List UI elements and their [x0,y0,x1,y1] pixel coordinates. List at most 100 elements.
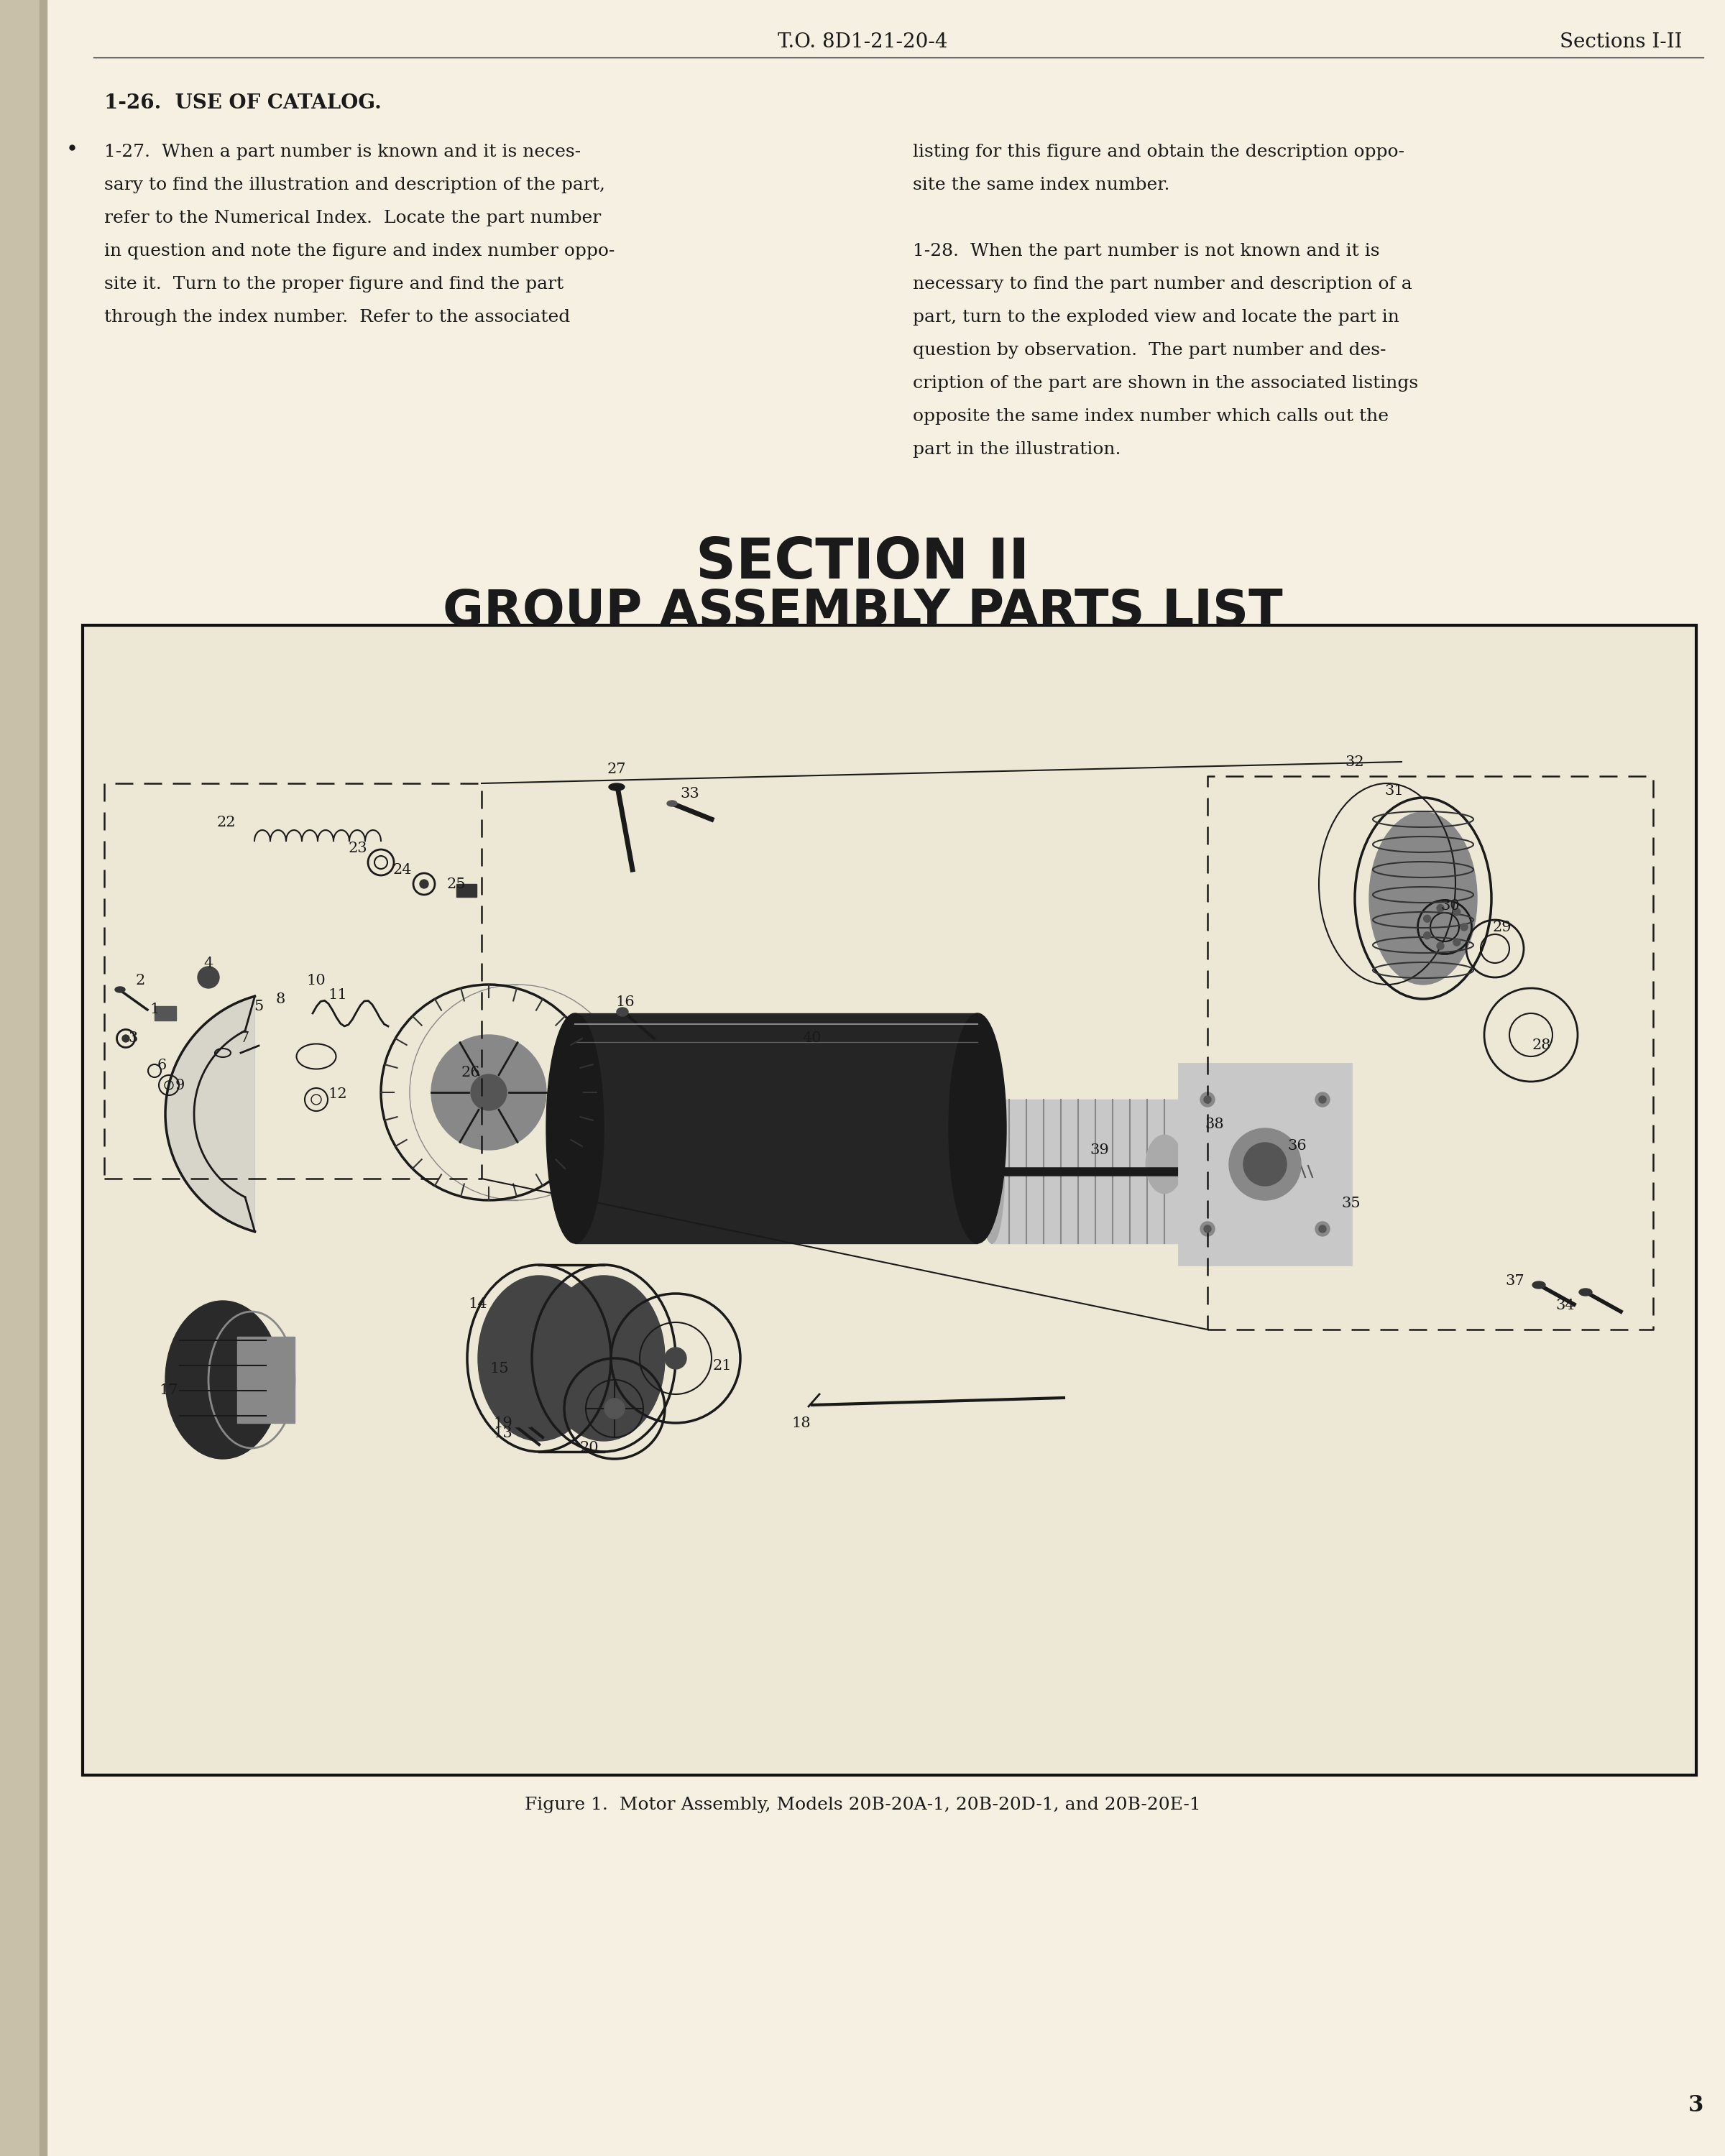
Ellipse shape [1316,1222,1330,1235]
Ellipse shape [1437,942,1444,949]
Bar [238,1337,295,1423]
Ellipse shape [949,1013,1006,1244]
Text: 40: 40 [802,1033,821,1046]
Bar [40,0,47,2156]
Bar [574,1013,978,1244]
Ellipse shape [1209,1100,1235,1244]
Ellipse shape [1370,813,1477,985]
Text: 34: 34 [1556,1298,1575,1313]
Text: 2: 2 [135,975,145,987]
Bar [992,1100,1221,1244]
Ellipse shape [1423,914,1430,923]
Ellipse shape [518,1419,528,1425]
Ellipse shape [1147,1136,1182,1192]
Text: 1-26.  USE OF CATALOG.: 1-26. USE OF CATALOG. [104,93,381,112]
Text: 3: 3 [128,1033,138,1046]
Text: Sections I-II: Sections I-II [1559,32,1682,52]
Text: necessary to find the part number and description of a: necessary to find the part number and de… [913,276,1413,293]
Text: 18: 18 [792,1416,811,1429]
Text: 8: 8 [276,992,285,1005]
Text: 23: 23 [348,841,367,856]
Text: 9: 9 [174,1078,185,1091]
Text: 21: 21 [712,1358,731,1373]
Text: 20: 20 [580,1442,599,1455]
Ellipse shape [1437,906,1444,912]
Text: 15: 15 [490,1363,509,1376]
Text: 22: 22 [217,817,236,830]
Text: 24: 24 [393,862,412,875]
Bar [83,625,1696,1774]
Text: 7: 7 [240,1033,248,1046]
Text: site the same index number.: site the same index number. [913,177,1170,194]
Ellipse shape [198,966,219,987]
Text: 33: 33 [680,787,700,802]
Text: 14: 14 [469,1298,488,1311]
Text: 31: 31 [1385,785,1404,798]
Text: 32: 32 [1346,755,1364,770]
Ellipse shape [419,880,428,888]
Text: 28: 28 [1532,1039,1551,1052]
Text: 10: 10 [307,975,326,987]
Ellipse shape [664,1348,687,1369]
Ellipse shape [1452,938,1461,946]
Ellipse shape [1201,1222,1214,1235]
Ellipse shape [1320,1225,1327,1233]
Ellipse shape [431,1035,547,1149]
Text: 4: 4 [204,957,214,970]
Text: 26: 26 [461,1065,480,1078]
Text: 16: 16 [616,996,635,1009]
Text: 19: 19 [493,1416,512,1429]
Text: 37: 37 [1506,1274,1525,1287]
Text: 13: 13 [493,1427,512,1440]
Text: listing for this figure and obtain the description oppo-: listing for this figure and obtain the d… [913,144,1404,160]
Text: 25: 25 [447,877,466,890]
Text: site it.  Turn to the proper figure and find the part: site it. Turn to the proper figure and f… [104,276,564,293]
Ellipse shape [604,1399,624,1419]
Text: 5: 5 [254,1000,264,1013]
Text: GROUP ASSEMBLY PARTS LIST: GROUP ASSEMBLY PARTS LIST [443,586,1282,636]
Ellipse shape [543,1276,664,1440]
Text: SECTION II: SECTION II [695,535,1030,591]
Text: 1-28.  When the part number is not known and it is: 1-28. When the part number is not known … [913,244,1380,259]
Text: 30: 30 [1440,899,1459,912]
Ellipse shape [116,987,126,992]
Text: 38: 38 [1206,1117,1225,1132]
Bar [155,1007,176,1020]
Ellipse shape [1461,923,1468,931]
Ellipse shape [1244,1143,1287,1186]
Text: 17: 17 [159,1384,178,1397]
Ellipse shape [618,1007,628,1015]
Text: question by observation.  The part number and des-: question by observation. The part number… [913,343,1387,358]
Ellipse shape [980,1100,1004,1244]
Text: opposite the same index number which calls out the: opposite the same index number which cal… [913,407,1389,425]
Ellipse shape [668,800,676,806]
Text: through the index number.  Refer to the associated: through the index number. Refer to the a… [104,308,571,326]
Bar [0,0,40,2156]
Ellipse shape [1316,1093,1330,1106]
Text: Figure 1.  Motor Assembly, Models 20B-20A-1, 20B-20D-1, and 20B-20E-1: Figure 1. Motor Assembly, Models 20B-20A… [524,1796,1201,1813]
Ellipse shape [547,1013,604,1244]
Polygon shape [166,996,255,1231]
Text: 36: 36 [1289,1138,1308,1153]
Ellipse shape [122,1035,129,1041]
Text: cription of the part are shown in the associated listings: cription of the part are shown in the as… [913,375,1418,392]
Text: 35: 35 [1342,1197,1361,1212]
Text: 11: 11 [328,987,347,1003]
Text: 1: 1 [150,1003,159,1018]
Text: 27: 27 [607,763,626,776]
Text: 29: 29 [1492,921,1511,934]
Text: refer to the Numerical Index.  Locate the part number: refer to the Numerical Index. Locate the… [104,209,600,226]
Ellipse shape [1201,1093,1214,1106]
Text: 6: 6 [157,1059,167,1072]
Ellipse shape [1578,1289,1592,1296]
Bar [511,1416,531,1427]
Ellipse shape [1320,1095,1327,1104]
Ellipse shape [1423,931,1430,940]
Text: in question and note the figure and index number oppo-: in question and note the figure and inde… [104,244,614,259]
Bar [1178,1063,1351,1266]
Ellipse shape [1532,1281,1546,1289]
Ellipse shape [1228,1128,1301,1201]
Text: T.O. 8D1-21-20-4: T.O. 8D1-21-20-4 [778,32,947,52]
Text: part in the illustration.: part in the illustration. [913,442,1121,457]
Text: 39: 39 [1090,1143,1109,1156]
